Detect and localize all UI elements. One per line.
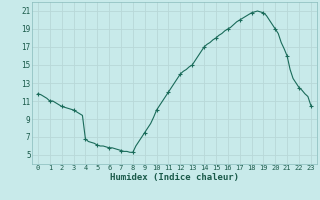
X-axis label: Humidex (Indice chaleur): Humidex (Indice chaleur) [110, 173, 239, 182]
